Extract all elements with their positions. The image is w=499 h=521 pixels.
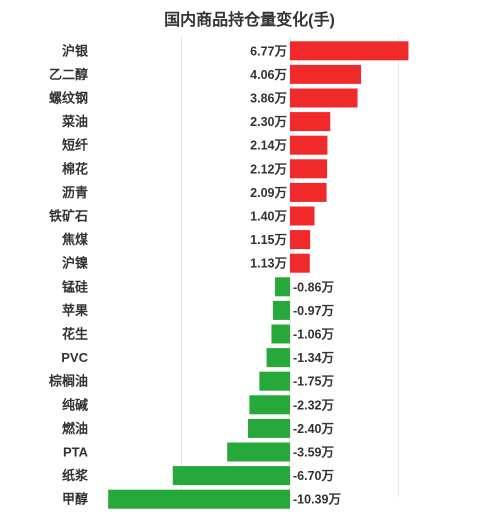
value-label: 1.13万 [250,257,287,271]
bar-13 [271,324,290,344]
category-label: 花生 [62,327,88,342]
value-label: -0.97万 [293,304,334,318]
bar-1 [290,41,409,61]
value-label: -1.06万 [293,328,334,342]
value-label: 2.09万 [250,186,287,200]
category-label: 沪银 [62,43,89,58]
category-label: 纸浆 [62,468,89,483]
bar-9 [290,230,311,250]
category-label: 燃油 [62,421,88,436]
value-label: 1.40万 [250,210,287,224]
category-label: 苹果 [62,303,88,318]
category-label: 乙二醇 [49,67,88,82]
category-label: 焦煤 [61,232,88,247]
category-label: 甲醇 [62,492,88,507]
category-label: 棉花 [62,161,88,176]
bar-6 [290,159,328,179]
bar-5 [290,135,328,155]
value-label: -1.34万 [293,351,334,365]
category-label: 铁矿石 [48,209,88,224]
bar-19 [172,466,290,486]
bar-2 [290,64,362,84]
bar-4 [290,112,331,132]
value-label: 2.30万 [250,115,287,129]
bar-10 [290,253,310,273]
value-label: -2.32万 [293,398,334,412]
value-label: 2.14万 [250,139,287,153]
value-label: 4.06万 [250,68,287,82]
value-labels: 6.77万 4.06万 3.86万 2.30万 2.14万 2.12万 2.09万 1.40万… [250,44,341,506]
bar-16 [249,395,290,415]
value-label: -0.86万 [293,280,334,294]
category-label: 沪镍 [62,256,88,271]
category-label: 纯碱 [62,397,88,412]
value-label: 3.86万 [250,92,287,106]
category-label: 短纤 [62,138,88,153]
bar-11 [274,277,290,297]
bar-12 [273,300,290,320]
category-label: 菜油 [61,114,88,129]
category-label: PVC [61,350,88,365]
bar-20 [108,489,290,509]
value-label: -3.59万 [293,446,334,460]
bar-17 [248,418,290,438]
bar-14 [266,348,290,368]
category-label: 沥青 [62,185,88,200]
bar-8 [290,206,315,226]
chart-title: 国内商品持仓量变化(手) [164,12,335,29]
value-label: -1.75万 [293,375,334,389]
bar-15 [259,371,290,391]
value-label: 6.77万 [250,44,287,58]
value-label: 2.12万 [250,162,287,176]
value-label: -6.70万 [293,469,334,483]
category-label: 锰硅 [62,279,88,294]
category-label: 棕榈油 [48,374,88,389]
value-label: -10.39万 [293,493,341,507]
bar-7 [290,182,327,202]
value-label: -2.40万 [293,422,334,436]
bar-18 [227,442,290,462]
bar-3 [290,88,358,108]
category-label: 螺纹钢 [49,91,88,106]
bars [108,41,409,509]
category-label: PTA [63,445,89,460]
value-label: 1.15万 [250,233,287,247]
